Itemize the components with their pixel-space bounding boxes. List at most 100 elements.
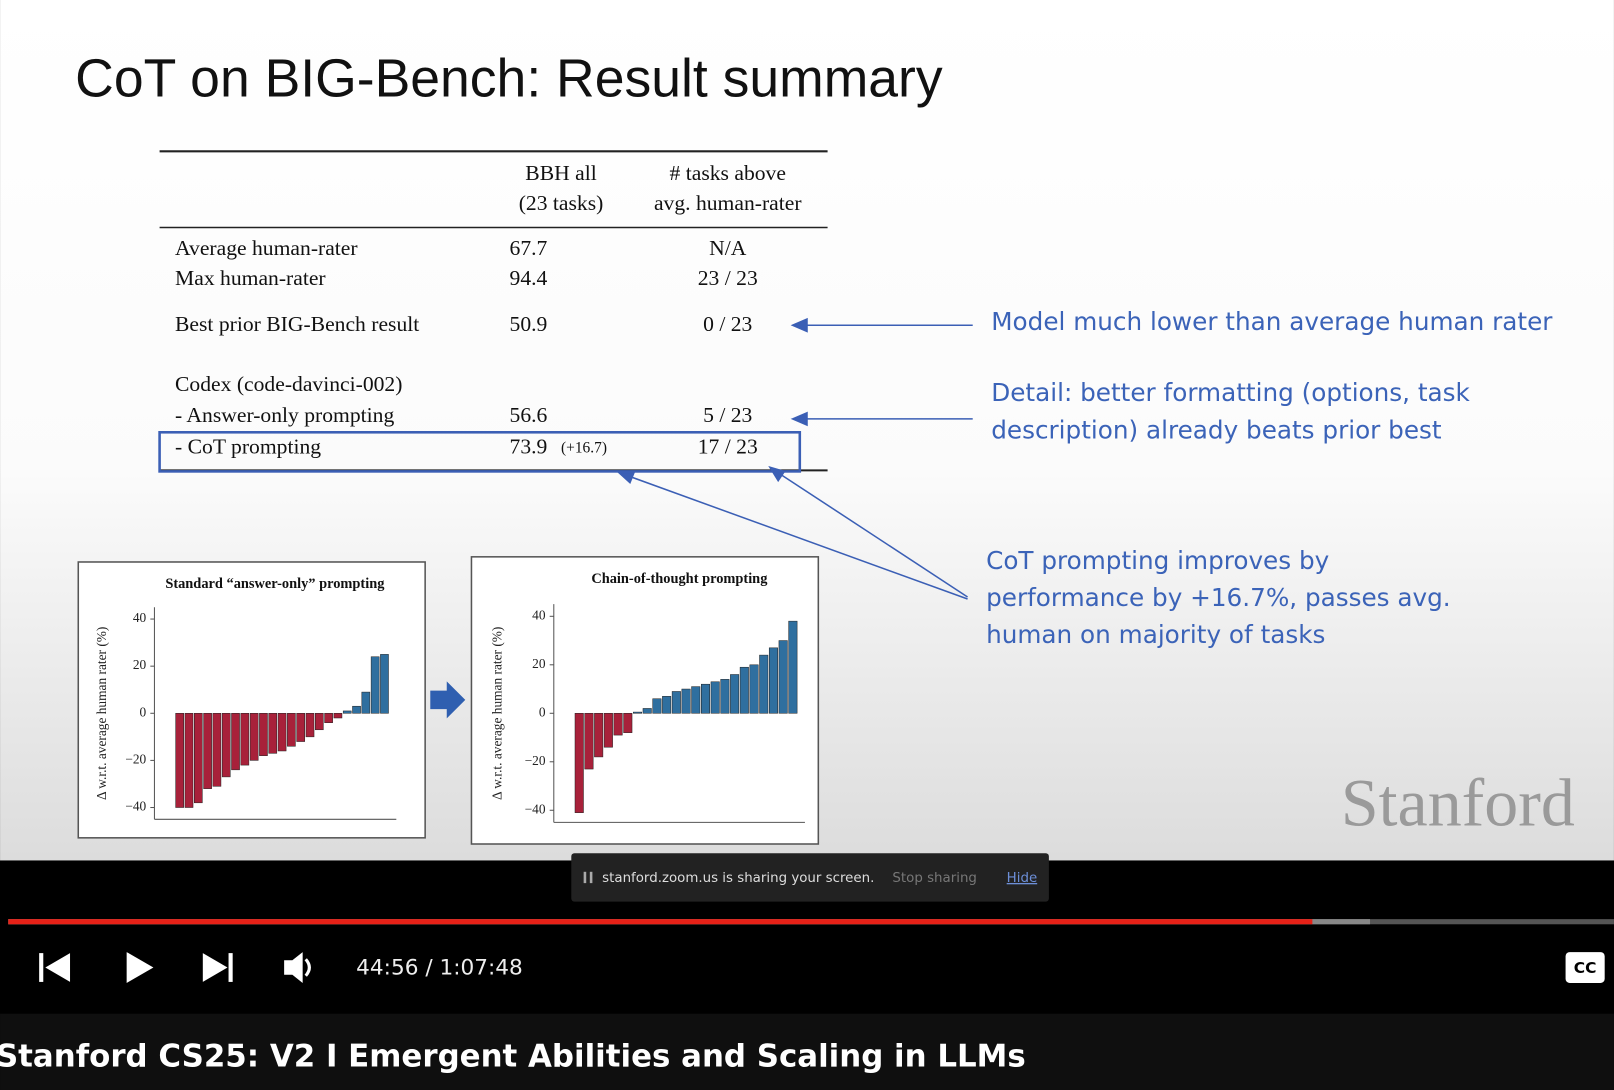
share-banner bbox=[571, 853, 1049, 902]
bbh-score: 50.9 bbox=[510, 312, 548, 336]
tasks-above: 0 / 23 bbox=[703, 312, 752, 336]
bar bbox=[603, 713, 613, 748]
table-header: avg. human-rater bbox=[654, 191, 802, 215]
bar bbox=[633, 711, 643, 714]
bar bbox=[652, 698, 662, 714]
bar bbox=[361, 691, 371, 714]
bar bbox=[788, 620, 798, 714]
progress-played bbox=[8, 919, 1313, 925]
bar bbox=[203, 713, 212, 789]
bar bbox=[749, 664, 759, 714]
y-tick-label: 20 bbox=[532, 656, 546, 671]
bar bbox=[739, 666, 749, 714]
y-tick-label: −20 bbox=[125, 751, 146, 766]
annotation: description) already beats prior best bbox=[991, 415, 1442, 444]
bar bbox=[623, 713, 633, 733]
video-title: Stanford CS25: V2 I Emergent Abilities a… bbox=[0, 1039, 1026, 1075]
bbh-score: 94.4 bbox=[510, 266, 548, 290]
y-tick-label: 0 bbox=[140, 704, 147, 719]
y-axis-label: Δ w.r.t. average human rater (%) bbox=[94, 627, 109, 800]
y-tick-label: 20 bbox=[133, 657, 147, 672]
tasks-above: 5 / 23 bbox=[703, 403, 752, 427]
bar bbox=[240, 713, 250, 766]
pause-icon bbox=[583, 871, 587, 884]
bar bbox=[277, 713, 287, 752]
play-button[interactable] bbox=[126, 952, 154, 983]
volume-button[interactable] bbox=[284, 952, 311, 983]
tasks-above: 17 / 23 bbox=[698, 435, 758, 459]
hide-button[interactable]: Hide bbox=[1007, 871, 1038, 886]
y-tick-label: 40 bbox=[133, 610, 147, 625]
row-label: Average human-rater bbox=[175, 236, 358, 260]
bar bbox=[194, 713, 203, 804]
bar bbox=[691, 686, 701, 714]
annotation: CoT prompting improves by bbox=[986, 546, 1329, 575]
bbh-score: 73.9 bbox=[510, 435, 548, 459]
captions-button[interactable] bbox=[1565, 952, 1605, 983]
annotation: performance by +16.7%, passes avg. bbox=[986, 583, 1451, 612]
title-bar bbox=[0, 1013, 1614, 1090]
highlight-box bbox=[158, 431, 802, 473]
row-label: - Answer-only prompting bbox=[175, 403, 394, 427]
bar bbox=[768, 647, 778, 714]
slide-title: CoT on BIG-Bench: Result summary bbox=[75, 49, 943, 108]
y-axis-label: Δ w.r.t. average human rater (%) bbox=[489, 627, 504, 800]
bar bbox=[613, 713, 623, 736]
tasks-above: N/A bbox=[709, 236, 747, 260]
y-tick-label: 40 bbox=[532, 607, 546, 622]
banner-message: stanford.zoom.us is sharing your screen. bbox=[602, 871, 874, 886]
bar bbox=[759, 654, 769, 714]
bar bbox=[778, 640, 788, 714]
row-label: Max human-rater bbox=[175, 266, 326, 290]
bar bbox=[710, 681, 720, 714]
next-button[interactable] bbox=[202, 953, 233, 982]
charts: Standard “answer-only” prompting Δ w.r.t.… bbox=[94, 571, 805, 823]
bar bbox=[324, 713, 333, 723]
bbh-score: 67.7 bbox=[510, 236, 548, 260]
bar bbox=[305, 713, 315, 738]
bar bbox=[370, 656, 380, 714]
bar bbox=[584, 713, 594, 770]
bar bbox=[333, 713, 343, 719]
annotation: Model much lower than average human rate… bbox=[991, 307, 1553, 336]
bar bbox=[720, 679, 730, 714]
bar bbox=[268, 713, 278, 754]
score-delta: (+16.7) bbox=[561, 439, 607, 456]
bar bbox=[287, 713, 296, 747]
chart-title: Chain-of-thought prompting bbox=[591, 571, 768, 587]
table-header: (23 tasks) bbox=[519, 191, 604, 215]
y-tick-label: −40 bbox=[525, 801, 546, 816]
bar bbox=[352, 705, 361, 714]
previous-button[interactable] bbox=[39, 953, 71, 982]
bar bbox=[681, 688, 691, 714]
bar bbox=[642, 708, 652, 714]
table-header: # tasks above bbox=[670, 161, 786, 185]
bar bbox=[342, 710, 352, 714]
bar bbox=[212, 713, 222, 787]
table-header: BBH all bbox=[525, 161, 596, 185]
controls: 44:56 / 1:07:48 CC bbox=[39, 952, 1605, 983]
bar bbox=[315, 713, 324, 731]
arrows bbox=[616, 317, 973, 600]
bar bbox=[259, 713, 268, 756]
bar bbox=[671, 691, 681, 714]
bar bbox=[175, 713, 184, 808]
tasks-above: 23 / 23 bbox=[698, 266, 758, 290]
bar bbox=[730, 674, 740, 714]
y-tick-label: −20 bbox=[525, 753, 546, 768]
annotation: human on majority of tasks bbox=[986, 620, 1325, 649]
time-display: 44:56 / 1:07:48 bbox=[356, 956, 523, 981]
bar bbox=[221, 713, 231, 778]
row-label: Best prior BIG-Bench result bbox=[175, 312, 419, 336]
row-label: - CoT prompting bbox=[175, 435, 321, 459]
annotations: Model much lower than average human rate… bbox=[986, 307, 1553, 649]
bar bbox=[594, 713, 604, 758]
bar bbox=[380, 654, 389, 714]
bar bbox=[184, 713, 194, 808]
pause-icon bbox=[589, 871, 593, 884]
bar bbox=[296, 713, 305, 742]
table: BBH all (23 tasks) # tasks above avg. human… bbox=[175, 161, 802, 459]
stop-sharing[interactable]: Stop sharing bbox=[892, 871, 976, 886]
row-label: Codex (code-davinci-002) bbox=[175, 372, 402, 396]
